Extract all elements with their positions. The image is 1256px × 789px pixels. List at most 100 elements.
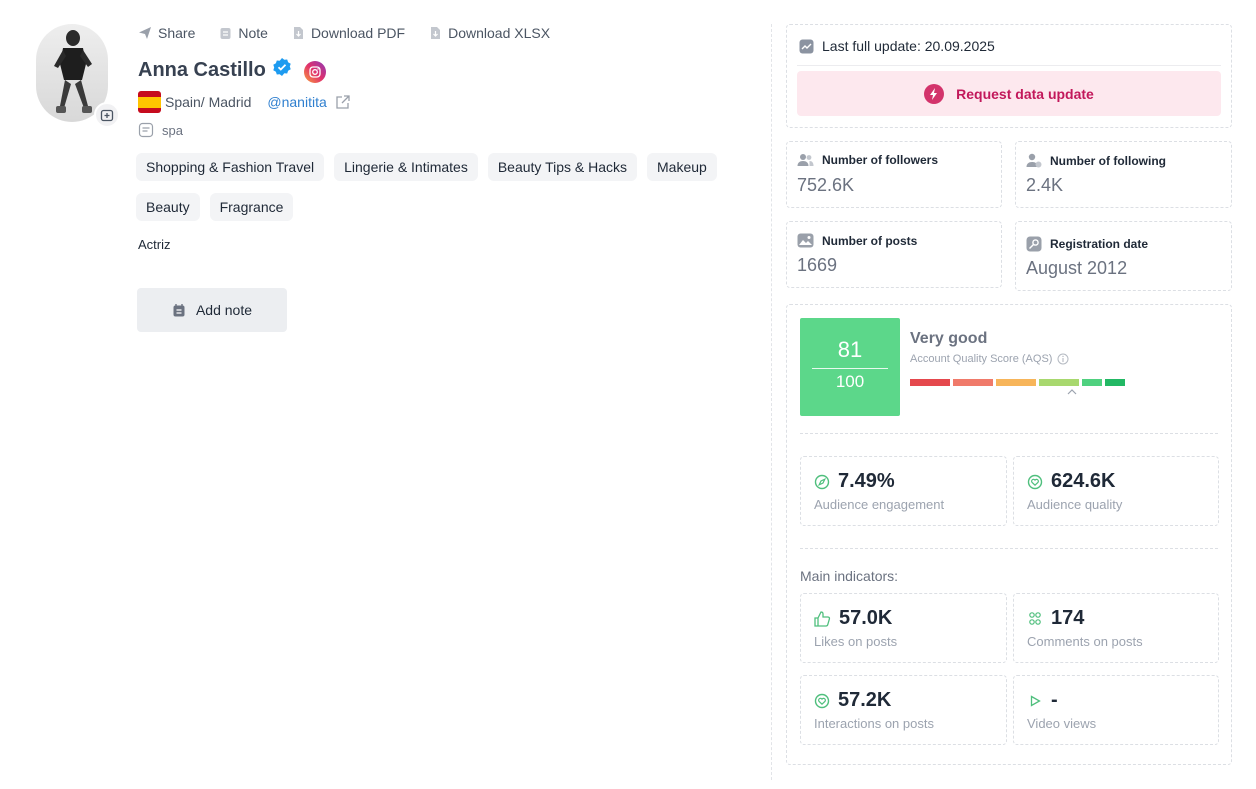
last-update-text: Last full update: 20.09.2025	[822, 38, 995, 54]
add-note-button[interactable]: Add note	[137, 288, 287, 332]
download-xlsx-button[interactable]: Download XLSX	[429, 25, 550, 41]
heart-circle-icon	[814, 693, 830, 708]
profile-avatar-wrap	[36, 24, 120, 128]
registration-stat: Registration date August 2012	[1015, 221, 1232, 291]
quality-panel: 81 100 Very good Account Quality Score (…	[786, 304, 1232, 765]
tag[interactable]: Beauty	[136, 193, 200, 221]
instagram-icon[interactable]	[303, 61, 326, 83]
share-label: Share	[158, 25, 196, 41]
language-icon	[138, 122, 154, 138]
add-note-label: Add note	[195, 302, 253, 318]
interactions-label: Interactions on posts	[814, 716, 934, 731]
main-indicators-title: Main indicators:	[800, 568, 899, 584]
download-xlsx-label: Download XLSX	[448, 25, 551, 41]
registration-label: Registration date	[1050, 237, 1149, 251]
following-value: 2.4K	[1026, 175, 1064, 195]
following-stat: Number of following 2.4K	[1015, 141, 1232, 208]
followers-label: Number of followers	[822, 153, 939, 167]
heart-circle-icon	[1027, 474, 1043, 489]
note-button[interactable]: Note	[219, 25, 268, 41]
video-views-label: Video views	[1027, 716, 1097, 731]
trend-chart-icon	[799, 39, 814, 53]
image-gallery-icon	[797, 233, 814, 248]
people-group-icon	[1029, 611, 1041, 625]
profile-actions-toolbar: Share Note Download PDF Download XLSX	[138, 25, 550, 41]
comments-value-row: 174	[1027, 607, 1084, 630]
aqs-scale-segment	[910, 379, 950, 386]
compass-icon	[814, 474, 830, 489]
following-label: Number of following	[1050, 153, 1166, 168]
comments-label: Comments on posts	[1027, 634, 1143, 649]
tag[interactable]: Lingerie & Intimates	[334, 153, 478, 181]
share-button[interactable]: Share	[138, 25, 195, 41]
last-update-row: Last full update: 20.09.2025	[799, 38, 995, 54]
registration-key-icon	[1026, 236, 1042, 252]
tag[interactable]: Shopping & Fashion Travel	[136, 153, 325, 181]
comments-card: 174 Comments on posts	[1013, 593, 1219, 663]
column-divider	[771, 24, 772, 780]
posts-label: Number of posts	[822, 233, 918, 248]
note-label: Note	[238, 25, 268, 41]
verified-badge-icon	[273, 58, 291, 76]
lightning-icon	[924, 83, 945, 104]
avatar-photo	[54, 30, 92, 113]
divider	[800, 548, 1218, 549]
posts-label-row: Number of posts	[797, 233, 917, 248]
request-data-update-label: Request data update	[956, 85, 1094, 102]
file-download-icon	[293, 27, 303, 39]
aqs-max: 100	[835, 372, 865, 391]
likes-card: 57.0K Likes on posts	[800, 593, 1007, 663]
update-panel: Last full update: 20.09.2025 Request dat…	[786, 24, 1232, 128]
aqs-scale-segment	[1082, 379, 1102, 386]
divider	[800, 433, 1218, 434]
aqs-score-divider	[812, 368, 888, 369]
aqs-scale-segment	[996, 379, 1036, 386]
location-row: Spain/ Madrid @nanitita	[138, 91, 351, 113]
add-to-list-icon[interactable]	[94, 102, 120, 128]
category-tags: Shopping & Fashion Travel Lingerie & Int…	[136, 153, 746, 221]
tag[interactable]: Makeup	[647, 153, 717, 181]
followers-value: 752.6K	[797, 175, 855, 195]
engagement-card: 7.49% Audience engagement	[800, 456, 1007, 526]
interactions-value-row: 57.2K	[814, 689, 891, 712]
aqs-rating: Very good	[910, 330, 988, 347]
location-text: Spain/ Madrid	[165, 94, 252, 110]
external-link-icon[interactable]	[335, 94, 351, 110]
tag[interactable]: Beauty Tips & Hacks	[487, 153, 638, 181]
aqs-scale-segment	[1039, 379, 1079, 386]
audience-quality-card: 624.6K Audience quality	[1013, 456, 1219, 526]
avatar	[36, 24, 108, 122]
engagement-value-row: 7.49%	[814, 470, 895, 493]
aqs-score: 81	[837, 337, 863, 362]
send-icon	[139, 27, 151, 39]
aqs-scale-segment	[1105, 379, 1125, 386]
download-pdf-button[interactable]: Download PDF	[292, 25, 405, 41]
file-download-icon	[431, 27, 441, 39]
likes-value-row: 57.0K	[814, 607, 892, 630]
tag[interactable]: Fragrance	[209, 193, 294, 221]
user-following-icon	[1026, 153, 1042, 168]
thumbs-up-icon	[814, 610, 831, 627]
chevron-up-icon	[1067, 389, 1077, 395]
followers-stat: Number of followers 752.6K	[786, 141, 1002, 208]
video-views-value: -	[1051, 689, 1058, 711]
video-views-value-row: -	[1027, 689, 1058, 712]
following-label-row: Number of following	[1026, 153, 1166, 168]
engagement-value: 7.49%	[838, 470, 895, 492]
language-text: spa	[162, 122, 183, 138]
likes-label: Likes on posts	[814, 634, 898, 649]
aqs-scale-bar	[910, 379, 1125, 386]
profile-name: Anna Castillo	[138, 58, 266, 81]
aqs-score-box: 81 100	[800, 318, 900, 416]
audience-quality-value: 624.6K	[1051, 470, 1116, 492]
request-data-update-button[interactable]: Request data update	[797, 71, 1221, 116]
engagement-label: Audience engagement	[814, 497, 945, 512]
info-icon[interactable]	[1057, 353, 1069, 365]
registration-label-row: Registration date	[1026, 236, 1148, 252]
interactions-value: 57.2K	[838, 689, 892, 711]
profile-handle-link[interactable]: @nanitita	[267, 94, 327, 110]
posts-stat: Number of posts 1669	[786, 221, 1002, 288]
audience-quality-label: Audience quality	[1027, 497, 1123, 512]
comments-value: 174	[1051, 607, 1085, 629]
notepad-icon	[220, 28, 231, 39]
